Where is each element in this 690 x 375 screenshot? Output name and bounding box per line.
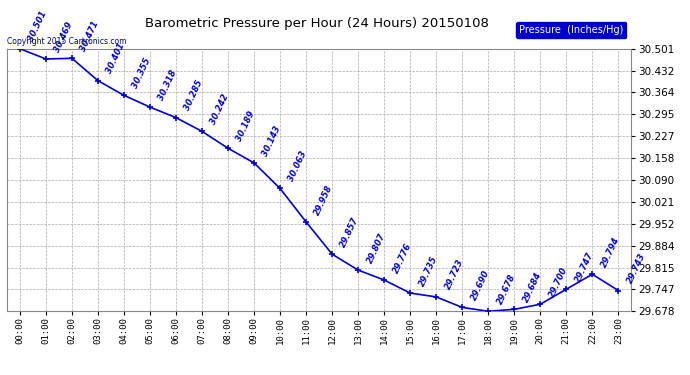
Text: 30.501: 30.501 xyxy=(27,10,49,43)
Text: 29.684: 29.684 xyxy=(521,270,543,304)
Text: 30.189: 30.189 xyxy=(235,110,257,143)
Text: 30.318: 30.318 xyxy=(157,68,179,102)
Text: 29.690: 29.690 xyxy=(469,268,491,302)
Legend: Pressure  (Inches/Hg): Pressure (Inches/Hg) xyxy=(516,22,627,38)
Text: 29.747: 29.747 xyxy=(573,251,595,284)
Text: 30.063: 30.063 xyxy=(287,150,309,183)
Text: 29.723: 29.723 xyxy=(443,258,465,291)
Text: 30.469: 30.469 xyxy=(53,20,75,53)
Text: 30.143: 30.143 xyxy=(261,124,283,158)
Text: 29.958: 29.958 xyxy=(313,183,335,216)
Text: 30.401: 30.401 xyxy=(105,42,127,75)
Text: 29.794: 29.794 xyxy=(600,236,621,269)
Text: 29.857: 29.857 xyxy=(339,215,361,249)
Text: 29.678: 29.678 xyxy=(495,272,517,306)
Text: 29.807: 29.807 xyxy=(365,231,387,264)
Text: 30.355: 30.355 xyxy=(131,57,152,90)
Text: 29.735: 29.735 xyxy=(417,254,439,288)
Text: 30.285: 30.285 xyxy=(183,79,205,112)
Text: Copyright 2015 Cartronics.com: Copyright 2015 Cartronics.com xyxy=(7,37,126,46)
Text: Barometric Pressure per Hour (24 Hours) 20150108: Barometric Pressure per Hour (24 Hours) … xyxy=(146,17,489,30)
Text: 29.700: 29.700 xyxy=(547,266,569,298)
Text: 29.743: 29.743 xyxy=(625,252,647,285)
Text: 29.776: 29.776 xyxy=(391,241,413,274)
Text: 30.242: 30.242 xyxy=(209,93,231,126)
Text: 30.471: 30.471 xyxy=(79,20,101,53)
